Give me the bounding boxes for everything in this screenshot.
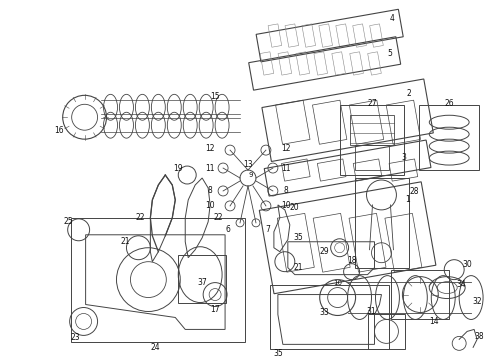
Text: 29: 29: [320, 247, 329, 256]
Text: 21: 21: [293, 263, 302, 272]
Bar: [262, 79, 433, 162]
Bar: [278, 52, 292, 75]
Bar: [318, 159, 346, 181]
Text: 11: 11: [281, 163, 291, 172]
Bar: [350, 52, 364, 75]
Bar: [385, 213, 422, 272]
Bar: [386, 100, 420, 144]
Text: 25: 25: [64, 217, 74, 226]
Text: 10: 10: [205, 201, 215, 210]
Text: 37: 37: [197, 278, 207, 287]
Text: 34: 34: [456, 280, 466, 289]
Text: 14: 14: [429, 317, 439, 326]
Bar: [355, 178, 409, 268]
Text: 4: 4: [390, 14, 395, 23]
Text: 30: 30: [462, 260, 472, 269]
Text: 33: 33: [320, 308, 330, 317]
Text: 38: 38: [474, 332, 484, 341]
Bar: [419, 105, 479, 170]
Text: 31: 31: [367, 307, 376, 316]
Bar: [260, 52, 274, 75]
Text: 5: 5: [387, 49, 392, 58]
Bar: [302, 24, 316, 47]
Text: 19: 19: [173, 163, 183, 172]
Bar: [259, 182, 436, 294]
Bar: [268, 24, 282, 47]
Bar: [249, 37, 401, 90]
Bar: [71, 218, 245, 342]
Text: 23: 23: [71, 333, 80, 342]
Text: 18: 18: [347, 256, 356, 265]
Bar: [313, 100, 347, 144]
Bar: [285, 24, 298, 47]
Bar: [264, 140, 431, 196]
Bar: [277, 213, 314, 272]
Bar: [349, 213, 386, 272]
Bar: [353, 24, 367, 47]
Bar: [340, 105, 404, 175]
Text: 8: 8: [208, 186, 213, 195]
Text: 22: 22: [136, 213, 145, 222]
Bar: [332, 52, 345, 75]
Text: 16: 16: [54, 126, 64, 135]
Bar: [349, 115, 394, 145]
Text: 26: 26: [444, 99, 454, 108]
Bar: [355, 145, 390, 170]
Bar: [389, 159, 417, 181]
Text: 27: 27: [368, 99, 377, 108]
Bar: [319, 24, 333, 47]
Bar: [178, 255, 226, 302]
Text: 17: 17: [210, 305, 220, 314]
Text: 9: 9: [249, 172, 253, 178]
Text: 12: 12: [281, 144, 291, 153]
Text: 21: 21: [121, 237, 130, 246]
Text: 35: 35: [273, 349, 283, 358]
Bar: [313, 213, 350, 272]
Bar: [336, 24, 349, 47]
Text: 32: 32: [472, 297, 482, 306]
Bar: [368, 52, 381, 75]
Text: 10: 10: [281, 201, 291, 210]
Bar: [369, 24, 383, 47]
Text: 22: 22: [213, 213, 223, 222]
Text: 12: 12: [205, 144, 215, 153]
Bar: [281, 159, 310, 181]
Bar: [392, 270, 449, 319]
Bar: [256, 9, 403, 62]
Text: 28: 28: [410, 188, 419, 197]
Text: 2: 2: [407, 89, 412, 98]
Bar: [349, 100, 384, 144]
Bar: [353, 159, 382, 181]
Bar: [270, 285, 390, 349]
Bar: [275, 100, 310, 144]
Bar: [296, 52, 310, 75]
Text: 20: 20: [290, 203, 299, 212]
Text: 6: 6: [225, 225, 230, 234]
Text: 24: 24: [150, 343, 160, 352]
Text: 7: 7: [266, 225, 270, 234]
Text: 13: 13: [243, 159, 253, 168]
Bar: [314, 52, 327, 75]
Text: 15: 15: [210, 92, 220, 101]
Bar: [368, 315, 405, 349]
Text: 1: 1: [405, 195, 410, 204]
Text: 11: 11: [205, 163, 215, 172]
Text: 10: 10: [333, 280, 342, 285]
Text: 3: 3: [401, 153, 406, 162]
Text: 35: 35: [293, 233, 303, 242]
Text: 8: 8: [284, 186, 288, 195]
